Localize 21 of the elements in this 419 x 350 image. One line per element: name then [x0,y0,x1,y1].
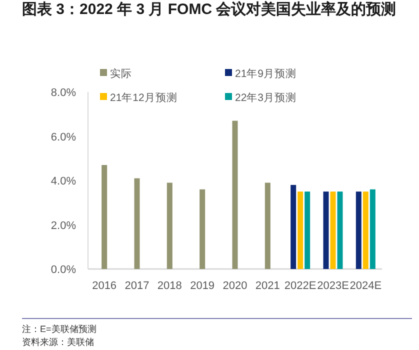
legend-label: 21年9月预测 [235,68,297,80]
y-tick-label: 4.0% [50,176,76,188]
y-tick-label: 0.0% [50,264,76,276]
x-tick-label: 2020 [222,280,248,292]
y-tick-label: 8.0% [50,87,76,99]
legend-label: 实际 [110,67,132,80]
x-tick-label: 2023E [317,280,349,292]
legend-label: 21年12月预测 [110,92,178,104]
legend-label: 22年3月预测 [235,92,297,104]
x-tick-label: 2019 [190,280,215,292]
x-tick-label: 2022E [284,280,316,292]
chart-title: 图表 3：2022 年 3 月 FOMC 会议对美国失业率及的预测 [22,0,398,20]
text: 资料来源：美联储 [22,336,95,349]
x-tick-label: 2016 [92,280,117,292]
x-tick-label: 2017 [124,280,150,292]
text: 注：E=美联储预测 [22,323,98,336]
y-tick-label: 6.0% [50,131,76,144]
x-tick-label: 2021 [255,280,280,292]
x-tick-label: 2018 [157,280,182,292]
y-tick-label: 2.0% [50,220,76,232]
x-tick-label: 2024E [350,280,382,292]
